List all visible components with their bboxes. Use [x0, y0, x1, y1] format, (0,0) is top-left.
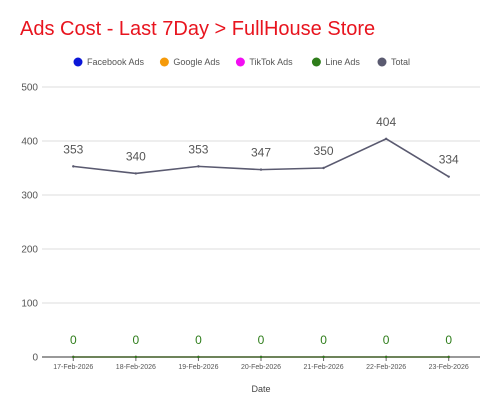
legend-item-tiktok-ads: TikTok Ads: [235, 57, 293, 67]
data-label-line-ads: 0: [70, 333, 77, 347]
y-tick-label: 0: [32, 353, 38, 364]
data-label-total: 347: [251, 146, 271, 160]
data-point-line-ads: [447, 355, 450, 359]
data-label-total: 404: [376, 115, 396, 129]
data-point-total: [384, 137, 388, 141]
legend-label: Google Ads: [173, 57, 220, 67]
x-axis: 17-Feb-2026 18-Feb-2026 19-Feb-2026 20-Feb-…: [53, 357, 469, 371]
data-point-total: [72, 165, 75, 168]
data-labels: 0 0 0 0 0 0 0 353 340 353 347 350 404 334: [63, 115, 459, 347]
data-point-total: [322, 166, 325, 170]
series-total: [72, 137, 450, 178]
data-point-total: [447, 175, 450, 178]
legend-label: TikTok Ads: [249, 57, 293, 67]
x-axis-title: Date: [251, 384, 270, 394]
data-label-line-ads: 0: [445, 333, 452, 347]
data-point-line-ads: [259, 355, 263, 359]
legend-marker: [235, 57, 245, 67]
legend-marker: [311, 57, 321, 67]
legend-item-total: Total: [377, 57, 410, 67]
y-tick-label: 100: [21, 299, 38, 310]
series-lines: [72, 137, 450, 359]
data-point-total: [197, 165, 200, 168]
legend-item-google-ads: Google Ads: [159, 57, 220, 67]
legend-item-facebook-ads: Facebook Ads: [73, 57, 145, 67]
x-tick-label: 22-Feb-2026: [366, 364, 406, 371]
legend-item-line-ads: Line Ads: [311, 57, 360, 67]
data-point-total: [134, 172, 138, 175]
data-label-total: 350: [314, 144, 334, 158]
data-label-line-ads: 0: [320, 333, 327, 347]
series-line-ads: [72, 355, 450, 359]
y-tick-label: 300: [21, 191, 38, 202]
data-label-total: 353: [188, 142, 208, 156]
x-tick-label: 19-Feb-2026: [178, 364, 218, 371]
grid-lines: [42, 86, 480, 358]
x-tick-label: 21-Feb-2026: [304, 364, 344, 371]
legend-marker: [377, 57, 387, 67]
data-point-line-ads: [384, 355, 388, 359]
y-tick-label: 500: [21, 83, 38, 94]
legend-marker: [73, 57, 83, 67]
data-point-line-ads: [197, 355, 200, 359]
data-point-line-ads: [322, 355, 325, 359]
legend-label: Facebook Ads: [87, 57, 145, 67]
y-axis: 0 100 200 300 400 500: [21, 83, 38, 364]
legend-label: Total: [391, 57, 410, 67]
legend-label: Line Ads: [325, 57, 360, 67]
data-label-line-ads: 0: [383, 333, 390, 347]
data-label-line-ads: 0: [258, 333, 265, 347]
data-label-total: 353: [63, 142, 83, 156]
data-point-line-ads: [134, 355, 138, 359]
data-point-total: [259, 168, 263, 171]
data-label-line-ads: 0: [133, 333, 140, 347]
data-label-total: 334: [439, 153, 459, 167]
data-label-total: 340: [126, 149, 146, 163]
legend: Facebook Ads Google Ads TikTok Ads Line Ads…: [73, 57, 410, 67]
legend-marker: [159, 57, 169, 67]
x-tick-label: 18-Feb-2026: [116, 364, 156, 371]
data-point-line-ads: [72, 355, 75, 359]
y-tick-label: 400: [21, 137, 38, 148]
y-tick-label: 200: [21, 245, 38, 256]
chart-title: Ads Cost - Last 7Day > FullHouse Store: [20, 18, 376, 40]
x-tick-label: 20-Feb-2026: [241, 364, 281, 371]
x-tick-label: 23-Feb-2026: [429, 364, 469, 371]
data-label-line-ads: 0: [195, 333, 202, 347]
x-tick-label: 17-Feb-2026: [53, 364, 93, 371]
